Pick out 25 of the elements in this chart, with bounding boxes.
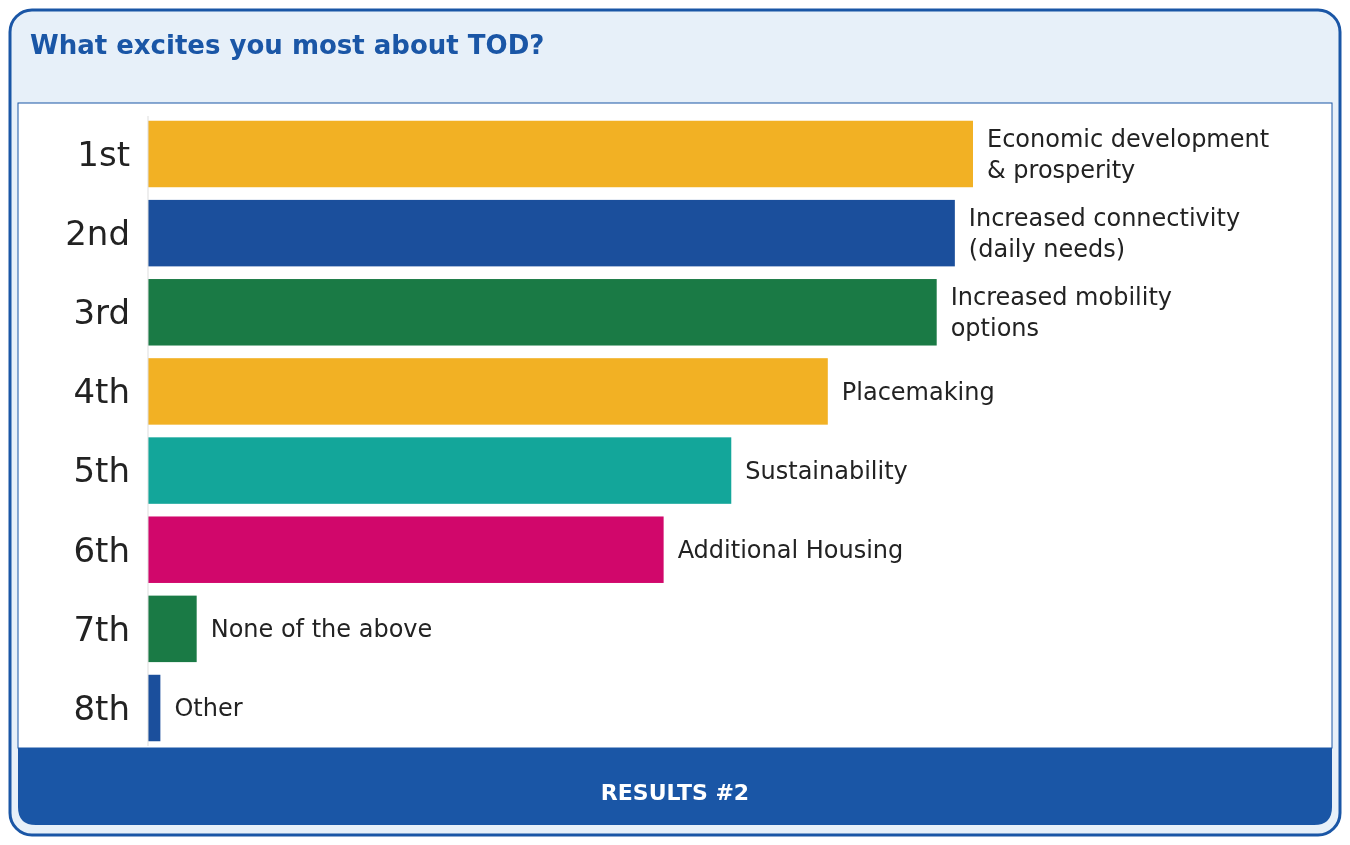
annotation: Economic development & prosperity — [987, 124, 1270, 184]
y-tick-label: 1st — [77, 133, 130, 174]
annotation: Increased mobility options — [950, 283, 1173, 343]
annotation: Sustainability — [745, 456, 908, 485]
y-tick-label: 5th — [73, 450, 130, 491]
annotation: None of the above — [210, 615, 433, 644]
annotation: Increased connectivity (daily needs) — [968, 204, 1241, 264]
bar — [148, 120, 973, 188]
bar — [148, 279, 937, 346]
y-tick-label: 3rd — [73, 292, 130, 333]
annotation: Placemaking — [841, 377, 995, 406]
bar — [148, 358, 828, 425]
bar — [148, 516, 664, 583]
bar — [148, 437, 732, 504]
y-tick-label: 6th — [73, 529, 130, 570]
bar — [148, 199, 955, 267]
annotation: Other — [174, 694, 243, 723]
bar — [148, 595, 197, 663]
y-tick-label: 2nd — [65, 213, 130, 254]
chart-title: What excites you most about TOD? — [30, 30, 545, 60]
y-tick-label: 4th — [73, 371, 130, 412]
annotation: Additional Housing — [677, 536, 904, 565]
y-tick-label: 7th — [73, 608, 130, 649]
y-tick-label: 8th — [73, 687, 130, 728]
text: RESULTS #2 — [600, 780, 750, 805]
